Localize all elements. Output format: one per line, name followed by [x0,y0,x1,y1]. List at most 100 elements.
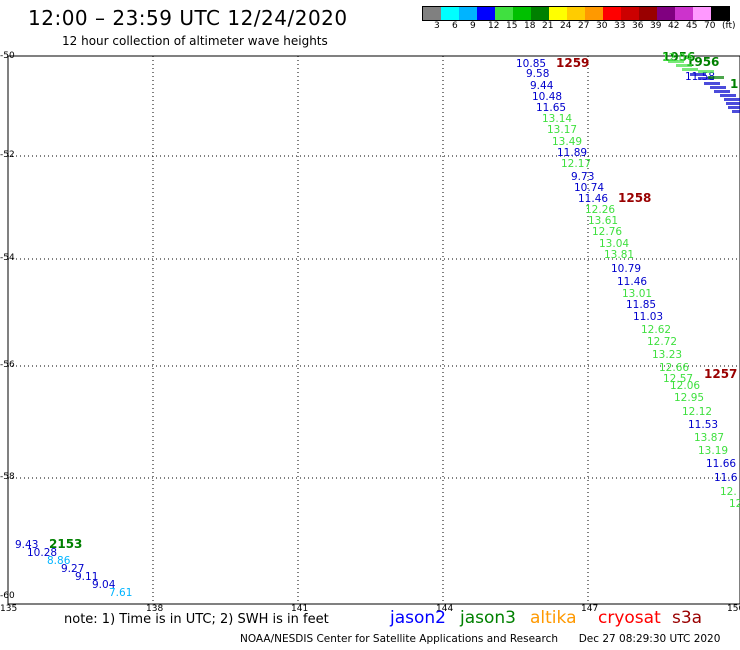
wave-height-label: 9.44 [530,80,554,92]
wave-height-label: 9.11 [75,571,98,583]
wave-height-label: 12.57 [663,373,693,385]
wave-height-label: 12.72 [647,336,677,348]
wave-height-label: 13.01 [622,288,652,300]
legend-label: 3 [434,21,440,31]
latitude-tick-label: -58 [0,472,15,482]
overlapping-wave-height-marker [732,110,740,113]
legend-label: 36 [632,21,644,31]
wave-height-label: 12.12 [682,406,712,418]
credit-line: NOAA/NESDIS Center for Satellite Applica… [240,633,720,645]
track-time-label: 1257 [704,367,737,381]
footer-note: note: 1) Time is in UTC; 2) SWH is in fe… [64,612,329,627]
legend-label: 9 [470,21,476,31]
latitude-tick-label: -50 [0,51,15,61]
latitude-tick-label: -56 [0,360,15,370]
credit-text: NOAA/NESDIS Center for Satellite Applica… [240,633,558,645]
legend-swatch [585,7,603,20]
timestamp: Dec 27 08:29:30 UTC 2020 [578,633,721,645]
satellite-label-s3a: s3a [672,608,703,628]
wave-height-label: 11.03 [633,311,663,323]
overlapping-wave-height-marker [668,60,684,63]
wave-height-label: 10.74 [574,182,604,194]
wave-height-label: 11.46 [617,276,647,288]
wave-height-label: 13.19 [698,445,728,457]
wave-height-label: 13.81 [604,249,634,261]
wave-height-label: 11.85 [626,299,656,311]
longitude-tick-label: 144 [436,604,454,614]
overlapping-wave-height-marker [698,70,714,73]
legend-swatch [423,7,441,20]
wave-height-label: 12.26 [585,204,615,216]
satellite-label-jason2: jason2 [390,608,446,628]
color-scale-legend [422,6,730,21]
longitude-tick-label: 147 [581,604,599,614]
satellite-label-jason3: jason3 [460,608,516,628]
wave-height-label: 13.17 [547,124,577,136]
wave-height-label: 9.27 [61,563,84,575]
legend-swatch [693,7,711,20]
wave-height-label: 10.79 [611,263,641,275]
overlapping-wave-height-marker [708,76,724,79]
overlapping-wave-height-marker [714,90,730,93]
wave-height-label: 11.46 [578,193,608,205]
legend-label: 24 [560,21,572,31]
legend-label: 42 [668,21,680,31]
wave-height-label: 13.14 [542,113,572,125]
wave-height-label: 8.86 [47,555,71,567]
wave-height-label: 13.23 [652,349,682,361]
legend-swatch [603,7,621,20]
overlapping-wave-height-marker [704,82,720,85]
legend-swatch [657,7,675,20]
wave-height-label: 12. [720,486,737,498]
satellite-label-cryosat: cryosat [598,608,661,628]
legend-swatch [711,7,729,20]
track-time-label: 1258 [618,191,651,205]
wave-height-label: 13.87 [694,432,724,444]
legend-swatch [549,7,567,20]
legend-swatch [567,7,585,20]
longitude-tick-label: 135 [0,604,18,614]
overlapping-wave-height-marker [698,77,714,80]
wave-height-label: 11.6 [714,472,738,484]
overlapping-wave-height-marker [690,73,706,76]
wave-height-label: 9.58 [526,68,549,80]
longitude-tick-label: 141 [291,604,309,614]
legend-swatch [513,7,531,20]
wave-height-label: 13.04 [599,238,629,250]
wave-height-label: 12.95 [674,392,704,404]
wave-height-label: 9.73 [571,171,594,183]
wave-height-label: 12.62 [641,324,671,336]
legend-swatch [621,7,639,20]
legend-label: 30 [596,21,608,31]
legend-label: 45 [686,21,698,31]
track-time-label: 1956 [686,55,719,69]
wave-height-map: 1259 1258 1257 1956 1956 2153 1 10.85 9.58 9.44 10… [7,50,740,605]
wave-height-label: 10.28 [27,547,57,559]
overlapping-wave-height-marker [726,102,740,105]
overlapping-wave-height-marker [724,98,740,101]
legend-label: 21 [542,21,554,31]
overlapping-wave-height-marker [710,86,726,89]
wave-height-label: 11.66 [706,458,736,470]
wave-height-label: 9.43 [15,539,38,551]
legend-label: 18 [524,21,536,31]
legend-label: 15 [506,21,518,31]
wave-height-label: 12.17 [561,158,591,170]
legend-swatch [477,7,495,20]
track-time-label: 2153 [49,537,82,551]
legend-swatch [441,7,459,20]
wave-height-label: 12.66 [659,362,689,374]
latitude-tick-label: -60 [0,591,15,601]
wave-height-label: 11.53 [688,419,718,431]
legend-swatch [639,7,657,20]
wave-height-label: 12.06 [670,380,700,392]
legend-label: 6 [452,21,458,31]
wave-height-label: 10.85 [516,58,546,70]
wave-height-label: 7.61 [109,587,132,599]
latitude-tick-label: -54 [0,253,15,263]
wave-height-label: 13.49 [552,136,582,148]
legend-swatch [459,7,477,20]
wave-height-label: 12 [729,498,740,510]
page-title: 12:00 – 23:59 UTC 12/24/2020 [28,6,348,30]
wave-height-label: 11.65 [536,102,566,114]
